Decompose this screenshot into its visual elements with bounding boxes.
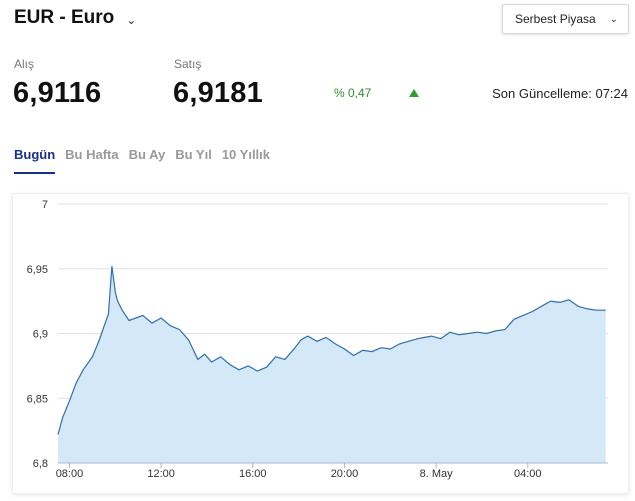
x-tick-label: 20:00 (331, 468, 359, 480)
buy-value: 6,9116 (13, 77, 102, 109)
currency-selector[interactable]: EUR - Euro ⌄ (14, 7, 136, 29)
triangle-up-icon (409, 89, 419, 97)
market-select-value: Serbest Piyasa (515, 12, 596, 26)
x-tick-label: 8. May (420, 468, 454, 480)
change-percent: % 0,47 (334, 86, 372, 100)
x-tick-label: 08:00 (56, 468, 84, 480)
chevron-down-icon: ⌄ (609, 13, 618, 25)
sell-value: 6,9181 (173, 77, 263, 109)
last-update: Son Güncelleme: 07:24 (492, 86, 628, 101)
y-tick-label: 6,85 (27, 393, 48, 405)
y-tick-label: 6,9 (33, 329, 48, 341)
market-select[interactable]: Serbest Piyasa ⌄ (502, 4, 629, 34)
x-tick-label: 16:00 (239, 468, 267, 480)
y-tick-label: 6,95 (27, 264, 48, 276)
tab-this-month[interactable]: Bu Ay (128, 147, 166, 162)
chart-area-fill (58, 266, 606, 463)
sell-label: Satış (174, 57, 202, 71)
page-title: EUR - Euro (14, 7, 115, 28)
x-tick-label: 12:00 (147, 468, 175, 480)
tab-today[interactable]: Bugün (14, 147, 56, 174)
chart-panel (12, 193, 629, 494)
y-tick-label: 7 (42, 199, 48, 211)
tab-this-week[interactable]: Bu Hafta (65, 147, 119, 162)
buy-label: Alış (14, 57, 35, 71)
period-tabs: Bugün Bu Hafta Bu Ay Bu Yıl 10 Yıllık (14, 147, 270, 174)
x-tick-label: 04:00 (514, 468, 542, 480)
chart-series-line (57, 266, 606, 435)
chevron-down-icon[interactable]: ⌄ (126, 12, 137, 27)
tab-this-year[interactable]: Bu Yıl (175, 147, 212, 162)
y-tick-label: 6,8 (33, 458, 48, 470)
tab-10-years[interactable]: 10 Yıllık (221, 147, 271, 162)
